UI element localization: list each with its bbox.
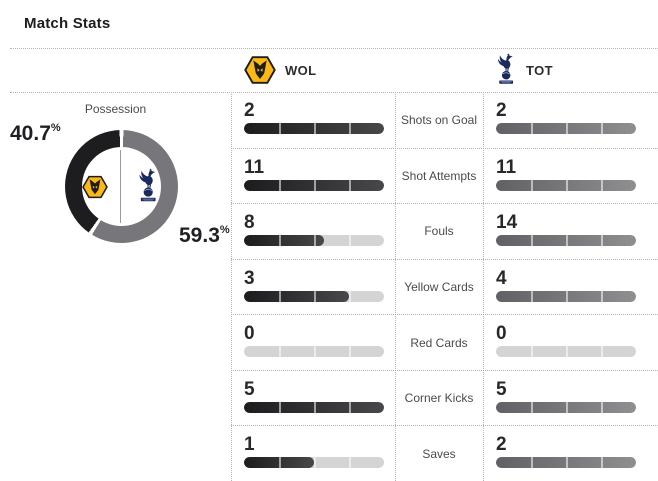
home-stat-cell: 11	[231, 149, 395, 204]
team-header-home[interactable]: WOL	[244, 52, 317, 88]
team-header-away[interactable]: TOT	[494, 52, 553, 88]
home-stat-cell: 2	[231, 92, 395, 148]
away-stat-cell: 14	[483, 204, 658, 259]
away-stat-value: 4	[496, 267, 507, 289]
stat-row-shot-attempts: 11 Shot Attempts 11	[231, 147, 658, 204]
away-stat-value: 11	[496, 156, 517, 178]
stat-row-corner-kicks: 5 Corner Kicks 5	[231, 369, 658, 426]
home-stat-cell: 1	[231, 426, 395, 481]
home-stat-bar	[244, 457, 384, 469]
home-stat-bar	[244, 346, 384, 358]
donut-center-divider	[120, 150, 121, 223]
away-stat-bar	[496, 457, 636, 469]
wolves-crest-icon	[82, 172, 108, 202]
team-abbr-home: WOL	[285, 62, 317, 78]
home-stat-value: 3	[244, 267, 255, 289]
home-stat-value: 0	[244, 323, 255, 345]
home-stat-cell: 3	[231, 260, 395, 315]
home-stat-value: 1	[244, 434, 255, 456]
away-stat-cell: 11	[483, 149, 658, 204]
possession-home-pct: 40.7%	[10, 122, 61, 145]
home-stat-value: 5	[244, 378, 255, 400]
away-stat-bar	[496, 235, 636, 247]
stat-label: Shots on Goal	[400, 112, 478, 127]
away-stat-value: 5	[496, 378, 507, 400]
possession-section: Possession 40.7% 59.3%	[0, 92, 231, 481]
stat-row-fouls: 8 Fouls 14	[231, 203, 658, 259]
away-stat-bar	[496, 290, 636, 302]
away-stat-bar	[496, 346, 636, 358]
stats-grid: 2 Shots on Goal 2 11	[231, 92, 658, 481]
away-stat-bar	[496, 179, 636, 191]
stat-row-yellow-cards: 3 Yellow Cards 4	[231, 258, 658, 315]
home-stat-bar	[244, 179, 384, 191]
divider-possession-stats	[231, 92, 232, 481]
stat-row-saves: 1 Saves 2	[231, 425, 658, 481]
stat-label: Shot Attempts	[401, 168, 477, 183]
away-stat-cell: 0	[483, 315, 658, 370]
away-stat-cell: 2	[483, 426, 658, 481]
stat-label: Red Cards	[410, 335, 468, 350]
away-stat-cell: 4	[483, 260, 658, 315]
divider-labels-away	[483, 92, 484, 481]
away-stat-bar	[496, 401, 636, 413]
stat-label: Corner Kicks	[404, 391, 474, 406]
away-stat-value: 14	[496, 212, 518, 234]
wolves-crest-icon	[244, 55, 276, 85]
home-stat-cell: 5	[231, 371, 395, 426]
stat-row-shots-on-goal: 2 Shots on Goal 2	[231, 92, 658, 148]
home-stat-value: 8	[244, 212, 255, 234]
possession-title: Possession	[84, 102, 147, 116]
away-stat-value: 2	[496, 434, 507, 456]
home-stat-bar	[244, 123, 384, 134]
possession-donut-chart	[65, 130, 178, 243]
spurs-crest-icon	[494, 53, 517, 87]
page-title: Match Stats	[24, 15, 111, 32]
divider-under-team-header	[10, 92, 658, 93]
home-stat-cell: 8	[231, 204, 395, 259]
stat-row-red-cards: 0 Red Cards 0	[231, 314, 658, 370]
home-stat-value: 11	[244, 156, 265, 178]
spurs-crest-icon	[137, 168, 158, 205]
stat-label: Fouls	[424, 224, 454, 239]
divider-home-labels	[395, 92, 396, 481]
home-stat-cell: 0	[231, 315, 395, 370]
away-stat-value: 2	[496, 100, 507, 121]
away-stat-value: 0	[496, 323, 507, 345]
team-abbr-away: TOT	[526, 62, 553, 78]
home-stat-bar	[244, 401, 384, 413]
away-stat-cell: 5	[483, 371, 658, 426]
home-stat-value: 2	[244, 100, 255, 121]
divider-under-title	[10, 48, 658, 49]
stat-label: Yellow Cards	[404, 279, 474, 294]
stat-label: Saves	[422, 446, 456, 461]
home-stat-bar	[244, 235, 384, 247]
away-stat-cell: 2	[483, 92, 658, 148]
possession-away-pct: 59.3%	[179, 224, 230, 247]
home-stat-bar	[244, 290, 384, 302]
away-stat-bar	[496, 123, 636, 134]
